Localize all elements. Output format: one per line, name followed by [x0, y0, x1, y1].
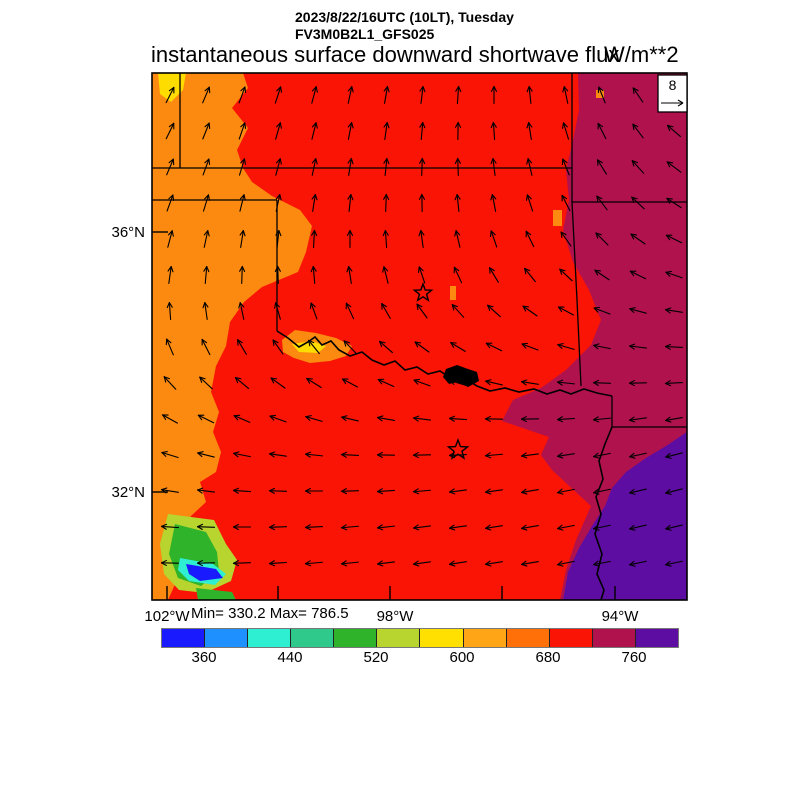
red-river — [276, 330, 613, 397]
wind-reference-box: 8 — [657, 74, 688, 113]
colorbar-cell-4 — [291, 629, 335, 647]
colorbar-cell-11 — [592, 629, 636, 647]
colorbar-cell-2 — [205, 629, 249, 647]
colorbar-tick-440: 440 — [277, 649, 303, 666]
colorbar-tick-520: 520 — [363, 649, 389, 666]
lat-tick-label-32n: 32°N — [111, 484, 145, 501]
city-star-1 — [412, 281, 434, 302]
cloud-patch-yellow — [292, 341, 326, 353]
purple-southeast-region — [563, 432, 687, 600]
colorbar-tick-760: 760 — [621, 649, 647, 666]
colorbar-cell-1 — [162, 629, 206, 647]
colorbar-cell-7 — [420, 629, 464, 647]
colorbar-cell-3 — [248, 629, 292, 647]
orange-left-region — [152, 73, 312, 600]
wind-reference-arrow — [661, 99, 684, 107]
lon-tick-label-98w: 98°W — [376, 608, 414, 625]
colorbar-cell-8 — [463, 629, 507, 647]
map-frame — [151, 72, 688, 601]
wind-reference-value: 8 — [669, 77, 677, 93]
colorbar-tick-360: 360 — [191, 649, 217, 666]
colorbar-tick-600: 600 — [449, 649, 475, 666]
city-star-2 — [446, 438, 470, 460]
yellow-topleft-patch — [158, 73, 186, 102]
colorbar-cell-5 — [334, 629, 378, 647]
datetime-title: 2023/8/22/16UTC (10LT), Tuesday — [295, 9, 514, 25]
colorbar-tick-680: 680 — [535, 649, 561, 666]
model-title: FV3M0B2L1_GFS025 — [295, 26, 435, 42]
lon-tick-label-94w: 94°W — [601, 608, 639, 625]
colorbar-cell-12 — [635, 629, 678, 647]
small-orange-patch-2 — [553, 210, 562, 226]
lon-tick-label-102w: 102°W — [144, 608, 190, 625]
axis-ticks — [152, 231, 616, 600]
colorbar-cell-10 — [549, 629, 593, 647]
small-orange-patch-1 — [450, 286, 456, 300]
cloud-blob-bottom-green — [196, 588, 236, 600]
colorbar-cell-6 — [377, 629, 421, 647]
figure-title: instantaneous surface downward shortwave… — [151, 42, 620, 67]
units-label: W/m**2 — [604, 42, 679, 67]
map-field — [152, 73, 687, 600]
colorbar-cell-9 — [506, 629, 550, 647]
cloud-blob-blue — [186, 564, 223, 581]
min-max-stats: Min= 330.2 Max= 786.5 — [191, 605, 349, 622]
wind-arrows — [160, 85, 684, 567]
colorbar — [161, 628, 679, 648]
lat-tick-label-36n: 36°N — [111, 224, 145, 241]
